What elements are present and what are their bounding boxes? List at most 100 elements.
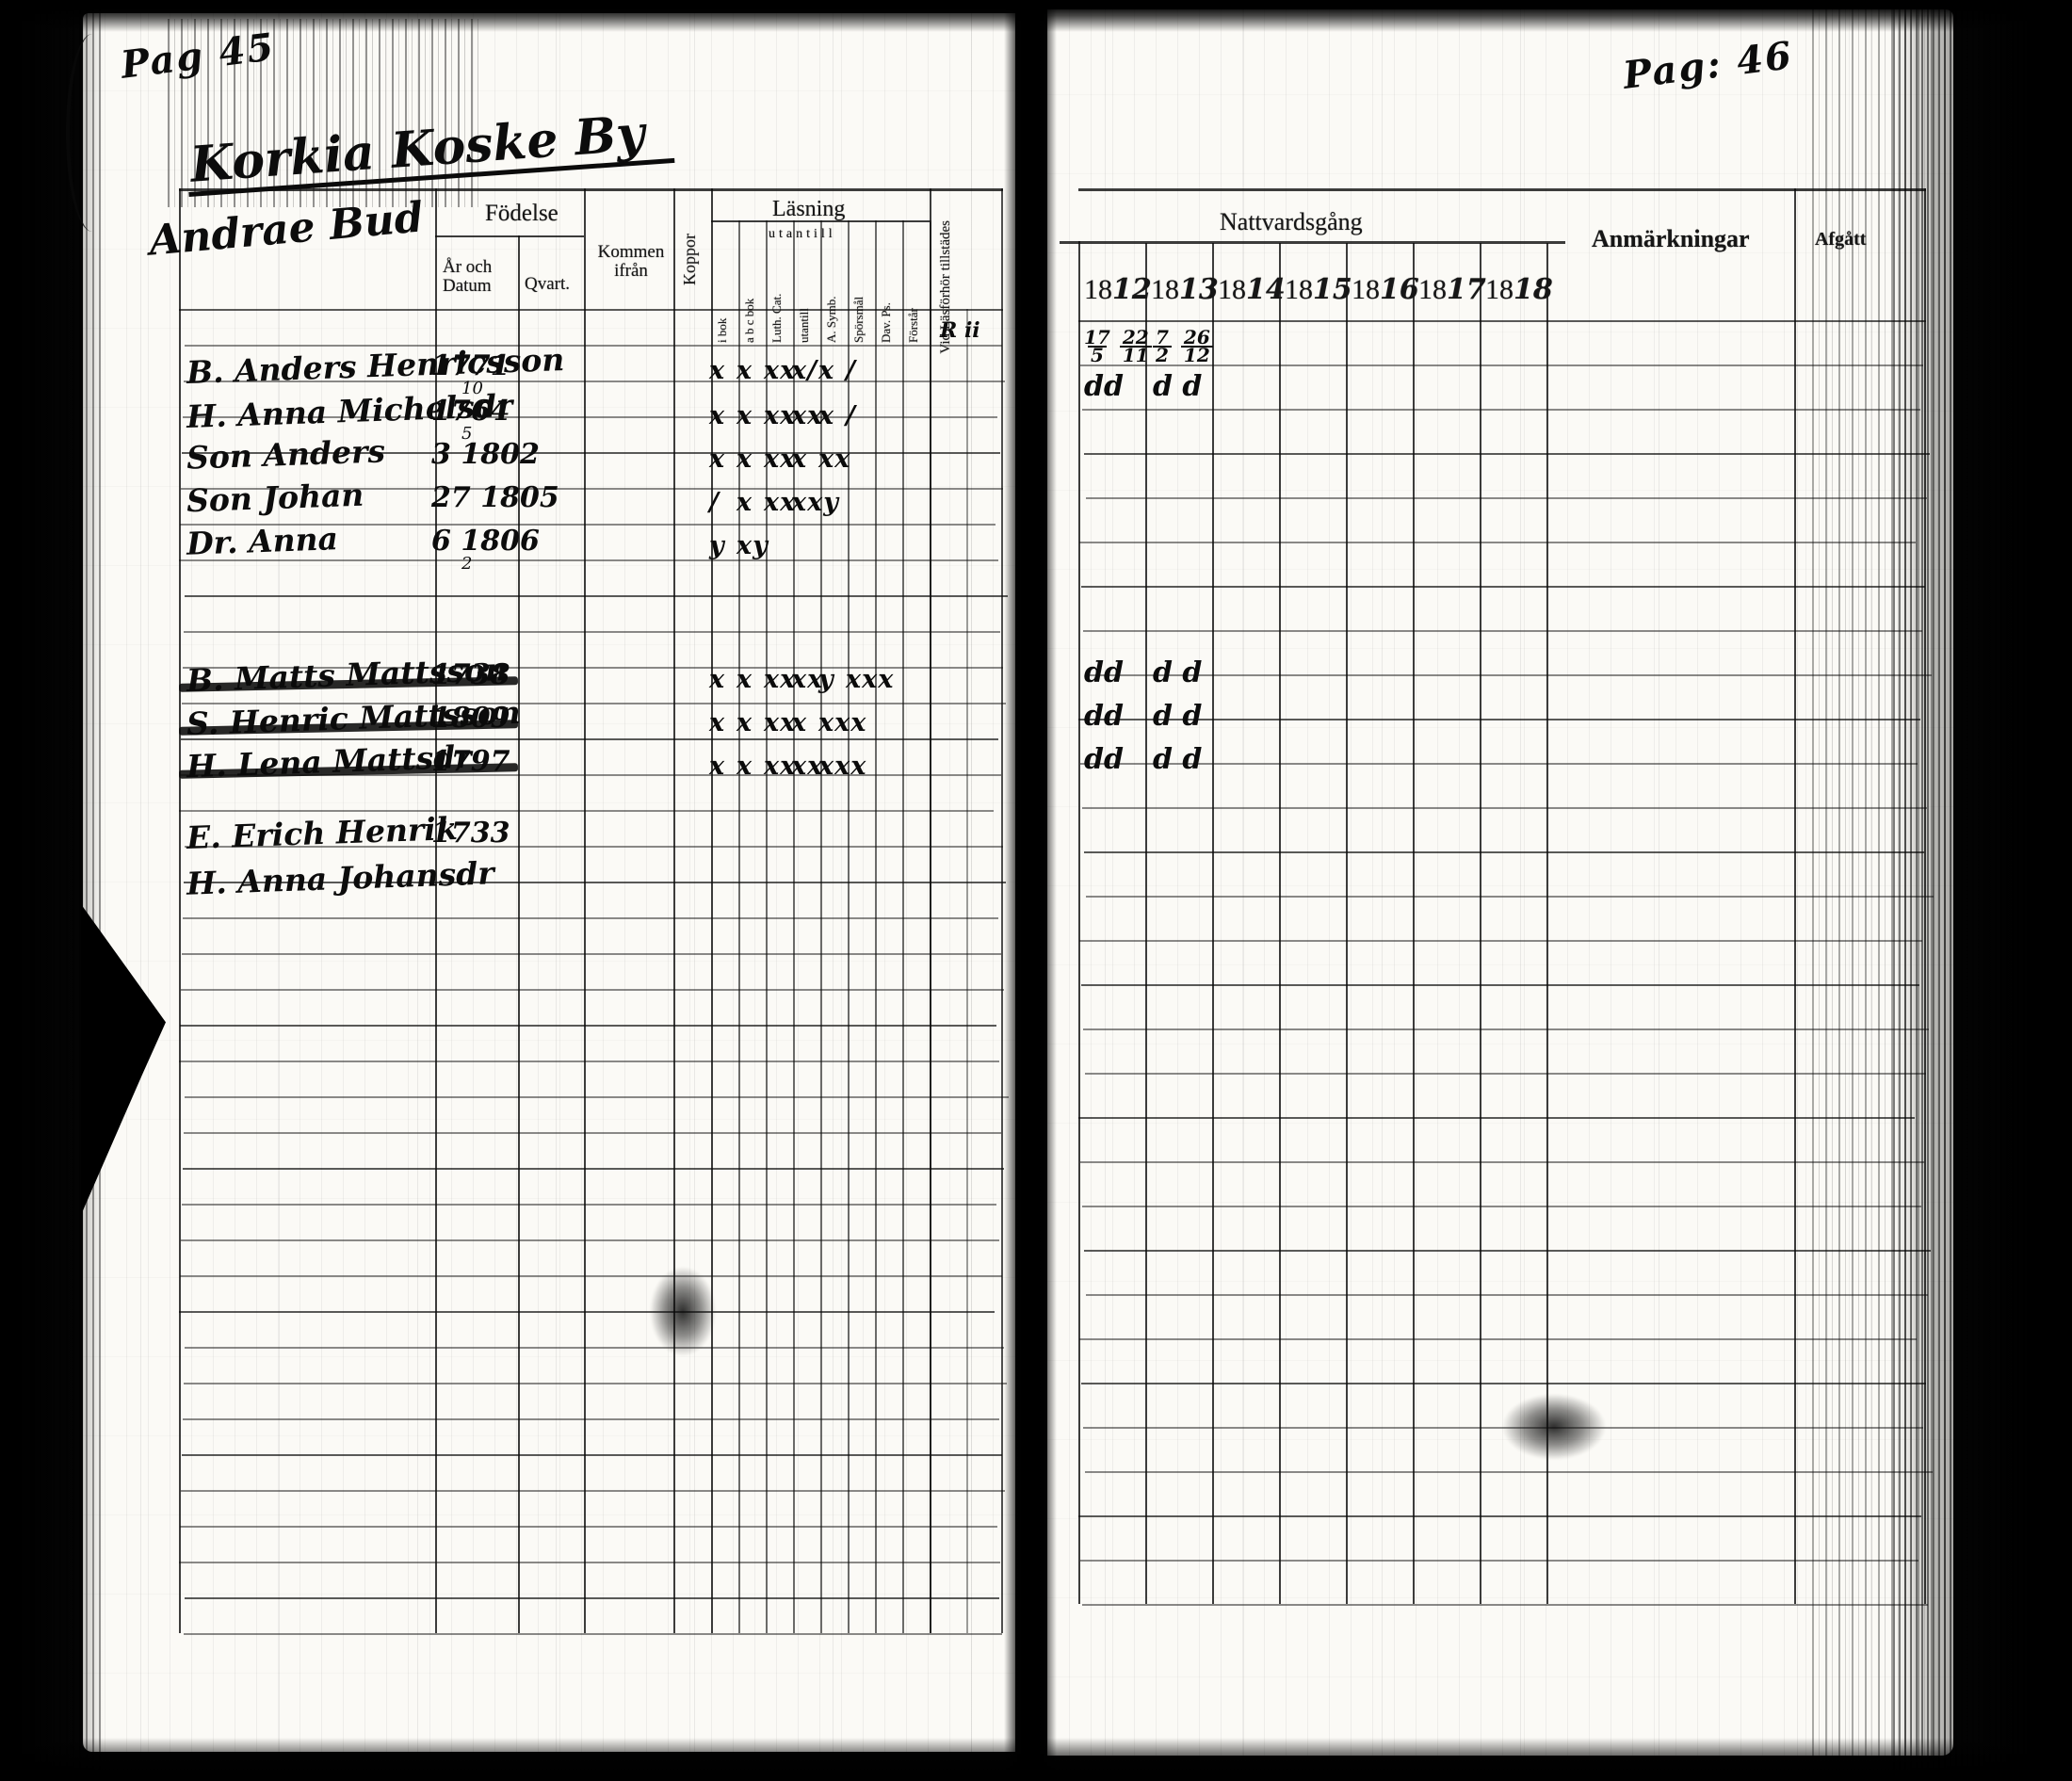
header-lasning-col: Dav. Ps. — [879, 302, 893, 343]
header-year: 1818 — [1485, 273, 1553, 306]
header-year: 1814 — [1218, 273, 1286, 306]
date-fraction: 22 11 — [1119, 328, 1152, 364]
header-year: 1813 — [1151, 273, 1219, 306]
scan-edge-bottom — [0, 1738, 2072, 1781]
entry-birth-year: 1771 — [431, 349, 510, 382]
ditto-mark: d — [1182, 700, 1203, 733]
header-ar-och-datum: År och Datum — [443, 257, 493, 296]
lasning-marks: xx — [791, 665, 824, 694]
lasning-marks: x — [737, 445, 753, 474]
lasning-marks: xxy — [791, 488, 839, 517]
lasning-marks: xx — [764, 356, 797, 385]
ditto-mark: d — [1153, 656, 1183, 689]
lasning-marks: x — [737, 708, 753, 737]
grid-line — [184, 631, 1000, 633]
pen-arc-mark — [66, 34, 119, 232]
lasning-marks: xxx — [846, 665, 895, 694]
communion-cell: 17 5 22 11 — [1084, 328, 1161, 364]
header-lasning-col: i bok — [715, 317, 729, 343]
entry-birth-year: 1733 — [431, 817, 510, 850]
communion-cell: dd — [1084, 703, 1124, 731]
grid-line — [875, 220, 877, 1633]
grid-line — [1083, 630, 1922, 632]
lasning-marks: x — [737, 665, 753, 694]
grid-line — [848, 220, 850, 1633]
grid-line — [1081, 984, 1919, 986]
ditto-mark: dd — [1084, 656, 1124, 689]
grid-line — [793, 220, 795, 1633]
header-lasning-col: utantill — [797, 308, 811, 343]
scan-edge-right — [1893, 0, 2072, 1781]
grid-line — [179, 810, 994, 812]
entry-birth-sub: 5 — [461, 424, 473, 444]
communion-cell: dd — [1084, 373, 1124, 401]
ink-smudge — [1502, 1394, 1606, 1460]
grid-line — [1079, 940, 1922, 942]
grid-line — [435, 235, 584, 237]
grid-line — [1082, 409, 1920, 411]
grid-line — [1078, 719, 1920, 720]
grid-line — [185, 846, 1003, 848]
ditto-mark: d — [1182, 656, 1203, 689]
lasning-marks: x — [737, 356, 753, 385]
header-lasning-col: A. Symb. — [824, 296, 838, 343]
grid-line — [179, 1311, 995, 1313]
lasning-marks: y — [818, 665, 834, 694]
lasning-marks: x — [709, 752, 726, 781]
grid-line — [1078, 1515, 1921, 1517]
grid-line — [1212, 243, 1214, 1604]
grid-line — [1078, 1117, 1915, 1119]
grid-line — [584, 188, 586, 1633]
lasning-marks: x — [709, 665, 726, 694]
grid-line — [184, 1132, 1001, 1134]
grid-line — [1080, 1560, 1918, 1562]
grid-line — [182, 703, 1006, 704]
grid-line — [1084, 453, 1930, 455]
grid-line — [902, 220, 904, 1633]
ditto-mark: dd — [1084, 370, 1124, 403]
header-nattvardsgang: Nattvardsgång — [1220, 208, 1363, 235]
grid-line — [182, 452, 1000, 454]
book-gutter-shadow — [1004, 0, 1057, 1781]
lasning-marks: x — [737, 752, 753, 781]
grid-line — [1081, 1383, 1926, 1384]
grid-line — [181, 989, 1004, 991]
grid-line — [435, 188, 437, 1633]
header-koppor: Koppor — [680, 234, 699, 285]
header-year: 1816 — [1352, 273, 1419, 306]
grid-line — [1086, 1294, 1928, 1296]
page-number-left: Pag 45 — [118, 24, 278, 88]
lasning-marks: x — [709, 708, 726, 737]
grid-line — [1080, 364, 1923, 366]
grid-line — [181, 1490, 1005, 1492]
entry-name: Son Johan — [186, 476, 364, 520]
grid-line — [180, 774, 1001, 776]
grid-line — [180, 1025, 996, 1027]
lasning-marks: x — [709, 445, 726, 474]
grid-line — [181, 488, 1003, 490]
grid-line — [185, 345, 1002, 347]
grid-line — [1085, 674, 1932, 676]
grid-line — [738, 220, 740, 1633]
grid-line — [1078, 188, 1926, 191]
grid-line — [711, 188, 713, 1633]
grid-line — [1083, 1028, 1929, 1030]
right-table: Nattvardsgång Anmärkningar Afgått 1812 18… — [1060, 188, 1934, 1606]
grid-line — [1480, 243, 1481, 1604]
header-lasning: Läsning — [772, 197, 846, 221]
lasning-marks: x — [737, 401, 753, 430]
ditto-mark: d — [1182, 370, 1203, 403]
grid-line — [185, 595, 1008, 597]
grid-line — [1001, 188, 1003, 1633]
grid-line — [184, 1383, 1007, 1384]
grid-line — [184, 882, 1006, 883]
grid-line — [183, 917, 998, 919]
lasning-marks: x — [818, 401, 835, 430]
lasning-marks: xx — [764, 488, 797, 517]
grid-line — [1060, 241, 1565, 244]
header-year: 1817 — [1418, 273, 1486, 306]
grid-line — [966, 309, 968, 1633]
communion-cell: d d — [1153, 746, 1202, 774]
